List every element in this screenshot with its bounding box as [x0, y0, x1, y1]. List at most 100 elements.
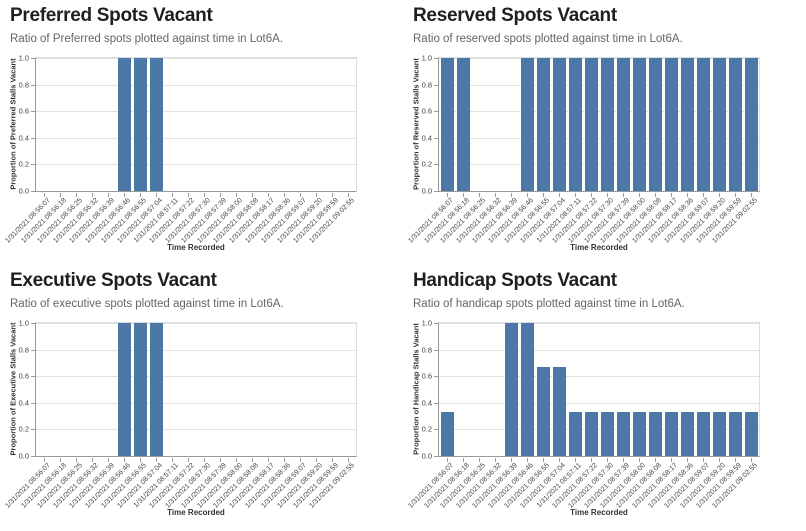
gridline [439, 402, 759, 404]
y-tick-label: 0.0 [421, 451, 432, 461]
x-tick [76, 193, 77, 197]
gridline [439, 137, 759, 139]
x-tick [220, 458, 221, 462]
x-tick [575, 458, 576, 462]
x-tick [140, 458, 141, 462]
y-tick-label: 0.6 [421, 106, 432, 116]
x-tick [559, 458, 560, 462]
y-tick [31, 137, 35, 139]
y-tick-label: 0.0 [421, 186, 432, 196]
bar [648, 412, 662, 456]
y-tick [434, 84, 438, 86]
y-tick-label: 0.4 [421, 398, 432, 408]
x-tick [76, 458, 77, 462]
bar [440, 58, 454, 191]
bar [440, 412, 454, 456]
chart-subtitle-handicap: Ratio of handicap spots plotted against … [413, 298, 685, 310]
y-axis-title-handicap: Proportion of Handicap Stalls Vacant [411, 323, 421, 455]
x-tick [316, 458, 317, 462]
x-tick [140, 193, 141, 197]
y-tick [434, 402, 438, 404]
x-tick [332, 193, 333, 197]
chart-title-preferred: Preferred Spots Vacant [10, 5, 213, 26]
bar [552, 58, 566, 191]
chart-card-executive: Executive Spots Vacant Ratio of executiv… [0, 265, 403, 531]
x-tick [300, 193, 301, 197]
plot-area-handicap: 1.0 0.8 0.6 0.4 0.2 0.0 1/31/2021 08:56:07 1/31… [407, 319, 760, 510]
x-tick [447, 458, 448, 462]
plot-area-reserved: 1.0 0.8 0.6 0.4 0.2 0.0 1/31/2021 08:56:07 1/31… [407, 54, 760, 245]
x-tick [447, 193, 448, 197]
x-tick [204, 193, 205, 197]
bar [520, 58, 534, 191]
bar [664, 412, 678, 456]
y-tick [31, 164, 35, 166]
x-tick [268, 193, 269, 197]
bar [632, 58, 646, 191]
x-tick [735, 458, 736, 462]
plot-area-preferred: 1.0 0.8 0.6 0.4 0.2 0.0 1/31/2021 08:56:07 1/31… [4, 54, 357, 245]
chart-title-executive: Executive Spots Vacant [10, 270, 217, 291]
x-tick [156, 458, 157, 462]
y-tick [31, 84, 35, 86]
y-tick [434, 137, 438, 139]
x-tick [236, 193, 237, 197]
x-tick [607, 193, 608, 197]
x-tick [559, 193, 560, 197]
x-tick [60, 193, 61, 197]
bar [584, 412, 598, 456]
chart-subtitle-preferred: Ratio of Preferred spots plotted against… [10, 33, 283, 45]
y-tick [434, 376, 438, 378]
y-tick-label: 0.6 [18, 106, 29, 116]
x-tick [623, 458, 624, 462]
x-tick [172, 193, 173, 197]
y-tick-label: 0.0 [18, 186, 29, 196]
bar [504, 323, 518, 456]
x-tick [284, 458, 285, 462]
y-tick [434, 164, 438, 166]
x-tick [623, 193, 624, 197]
y-tick [434, 429, 438, 431]
bar [117, 58, 131, 191]
bar [744, 58, 758, 191]
gridline [36, 137, 356, 139]
bar [149, 58, 163, 191]
bar [133, 323, 147, 456]
x-tick [463, 193, 464, 197]
bar [584, 58, 598, 191]
x-tick [751, 458, 752, 462]
gridline [36, 376, 356, 378]
x-tick [479, 193, 480, 197]
bar [728, 58, 742, 191]
x-tick [252, 458, 253, 462]
y-tick-label: 1.0 [421, 53, 432, 63]
chart-title-reserved: Reserved Spots Vacant [413, 5, 617, 26]
y-tick-label: 0.4 [18, 133, 29, 143]
x-tick [220, 193, 221, 197]
bar [456, 58, 470, 191]
x-tick [591, 458, 592, 462]
x-axis-title-reserved: Time Recorded [570, 243, 628, 252]
y-tick-label: 0.6 [18, 371, 29, 381]
y-tick [31, 111, 35, 113]
x-tick [300, 458, 301, 462]
bar [712, 58, 726, 191]
y-tick [434, 58, 438, 59]
gridline [36, 111, 356, 113]
x-tick [92, 193, 93, 197]
gridline [439, 429, 759, 431]
y-tick-label: 1.0 [18, 53, 29, 63]
chart-subtitle-executive: Ratio of executive spots plotted against… [10, 298, 284, 310]
x-tick [92, 458, 93, 462]
bar [133, 58, 147, 191]
y-tick-label: 0.4 [421, 133, 432, 143]
gridline [36, 164, 356, 166]
x-tick [639, 458, 640, 462]
x-tick [495, 458, 496, 462]
gridline [439, 349, 759, 351]
x-tick [575, 193, 576, 197]
gridline [439, 58, 759, 59]
x-tick [543, 458, 544, 462]
gridline [36, 349, 356, 351]
y-tick [434, 111, 438, 113]
